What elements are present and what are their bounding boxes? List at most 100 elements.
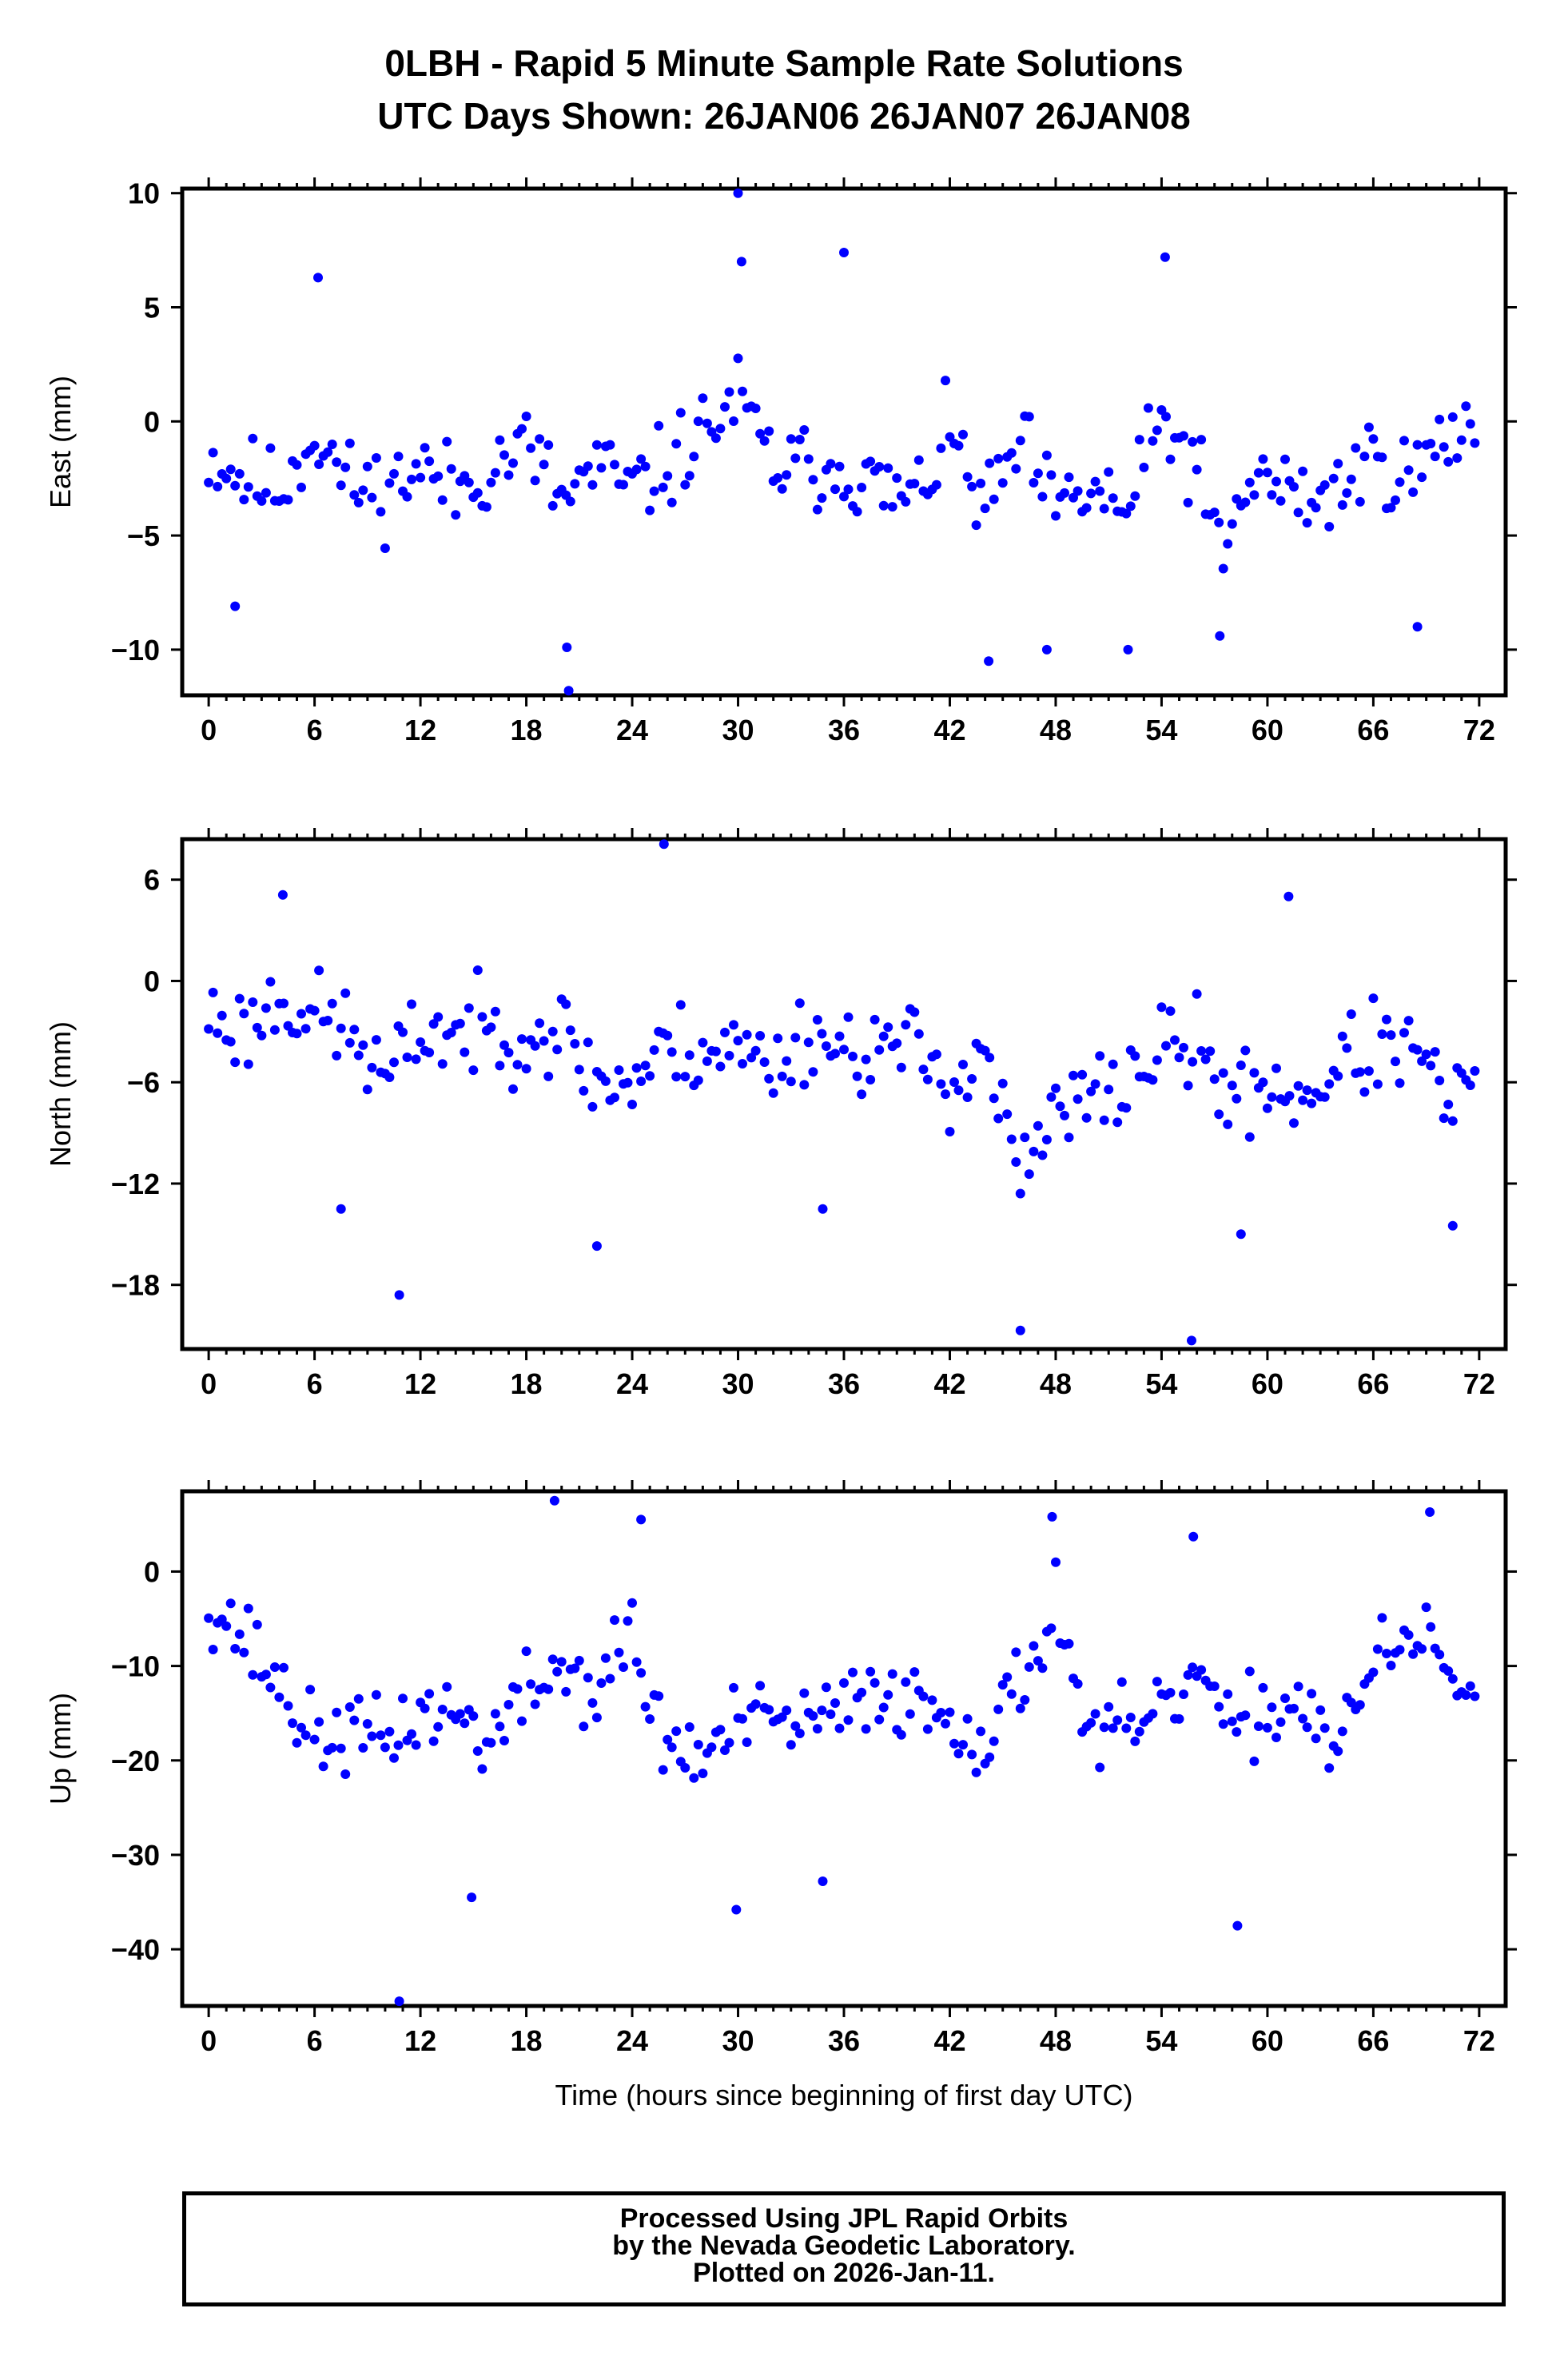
north-point bbox=[503, 1048, 514, 1058]
east-point bbox=[1324, 522, 1335, 531]
north-point bbox=[389, 1057, 399, 1068]
up-point bbox=[967, 1749, 977, 1760]
up-point bbox=[1244, 1666, 1255, 1677]
east-point bbox=[1024, 412, 1034, 422]
up-point bbox=[1272, 1733, 1281, 1742]
up-point bbox=[1214, 1701, 1224, 1712]
up-xtick-label: 36 bbox=[828, 2024, 860, 2057]
up-point bbox=[1337, 1726, 1347, 1737]
north-point bbox=[252, 1022, 262, 1033]
north-point bbox=[1289, 1118, 1299, 1128]
east-ylabel: East (mm) bbox=[44, 376, 77, 508]
east-point bbox=[1015, 436, 1025, 446]
up-point bbox=[1090, 1709, 1100, 1719]
east-point bbox=[344, 438, 355, 448]
north-point bbox=[1346, 1009, 1356, 1019]
up-point bbox=[1064, 1638, 1074, 1649]
north-point bbox=[464, 1003, 474, 1013]
north-point bbox=[358, 1040, 368, 1050]
east-point bbox=[563, 686, 574, 696]
north-point bbox=[1272, 1063, 1281, 1073]
north-point bbox=[1179, 1042, 1188, 1053]
east-point bbox=[213, 481, 223, 491]
up-point bbox=[1267, 1702, 1277, 1713]
north-point bbox=[1108, 1059, 1118, 1069]
up-point bbox=[248, 1669, 258, 1680]
east-point bbox=[562, 643, 572, 652]
north-point bbox=[468, 1065, 479, 1076]
north-point bbox=[1298, 1095, 1308, 1105]
north-point bbox=[799, 1080, 810, 1090]
east-point bbox=[667, 497, 677, 507]
north-point bbox=[204, 1024, 214, 1034]
east-point bbox=[1280, 454, 1290, 464]
up-point bbox=[1033, 1656, 1043, 1666]
north-point bbox=[830, 1049, 840, 1059]
east-point bbox=[1465, 419, 1475, 429]
north-point bbox=[733, 1036, 743, 1046]
up-point bbox=[658, 1765, 668, 1775]
east-point bbox=[535, 434, 545, 444]
north-point bbox=[1156, 1002, 1167, 1013]
east-frame bbox=[180, 186, 1508, 698]
up-point bbox=[1130, 1736, 1140, 1746]
north-point bbox=[803, 1037, 814, 1048]
up-point bbox=[274, 1692, 285, 1702]
up-point bbox=[671, 1726, 682, 1737]
north-point bbox=[1417, 1056, 1427, 1066]
north-point bbox=[1240, 1045, 1251, 1056]
up-point bbox=[521, 1646, 531, 1657]
east-point bbox=[221, 473, 232, 484]
north-point bbox=[874, 1045, 885, 1055]
up-point bbox=[857, 1687, 867, 1697]
up-xtick-label: 30 bbox=[722, 2024, 754, 2057]
east-point bbox=[1262, 468, 1272, 478]
north-point bbox=[257, 1030, 267, 1041]
east-point bbox=[472, 488, 483, 498]
up-point bbox=[583, 1673, 593, 1683]
north-point bbox=[892, 1038, 902, 1049]
east-point bbox=[1355, 496, 1365, 507]
east-point bbox=[1121, 508, 1132, 519]
east-point bbox=[1395, 477, 1405, 488]
up-point bbox=[1298, 1713, 1308, 1724]
north-xtick-label: 30 bbox=[722, 1367, 754, 1400]
north-point bbox=[1011, 1157, 1021, 1167]
north-point bbox=[1258, 1077, 1268, 1088]
up-point bbox=[1289, 1703, 1299, 1713]
east-point bbox=[486, 477, 496, 488]
east-point bbox=[508, 458, 518, 468]
east-point bbox=[654, 420, 664, 431]
east-point bbox=[451, 510, 461, 520]
east-point bbox=[640, 461, 651, 472]
east-point bbox=[1064, 472, 1074, 483]
east-xtick-label: 60 bbox=[1252, 714, 1283, 746]
footer-line-plotted: Plotted on 2026-Jan-11. bbox=[693, 2258, 995, 2288]
east-xtick-label: 36 bbox=[828, 714, 860, 746]
north-point bbox=[843, 1012, 854, 1022]
north-point bbox=[764, 1073, 774, 1084]
north-point bbox=[786, 1077, 796, 1087]
up-point bbox=[843, 1715, 854, 1725]
up-point bbox=[549, 1495, 559, 1506]
east-point bbox=[1006, 448, 1017, 458]
east-point bbox=[309, 440, 320, 451]
north-point bbox=[848, 1051, 858, 1061]
north-point bbox=[1319, 1092, 1330, 1102]
north-point bbox=[591, 1241, 602, 1252]
up-point bbox=[340, 1769, 351, 1779]
north-point bbox=[583, 1037, 593, 1048]
east-point bbox=[794, 435, 805, 444]
east-point bbox=[738, 386, 747, 396]
east-point bbox=[543, 440, 554, 450]
north-point bbox=[552, 1045, 563, 1055]
east-point bbox=[230, 480, 241, 491]
up-point bbox=[1223, 1689, 1233, 1699]
up-point bbox=[467, 1892, 477, 1903]
up-point bbox=[1051, 1557, 1061, 1567]
north-point bbox=[587, 1101, 598, 1112]
east-point bbox=[750, 404, 761, 413]
north-point bbox=[336, 1204, 346, 1214]
north-point bbox=[852, 1071, 862, 1081]
up-point bbox=[239, 1647, 249, 1658]
